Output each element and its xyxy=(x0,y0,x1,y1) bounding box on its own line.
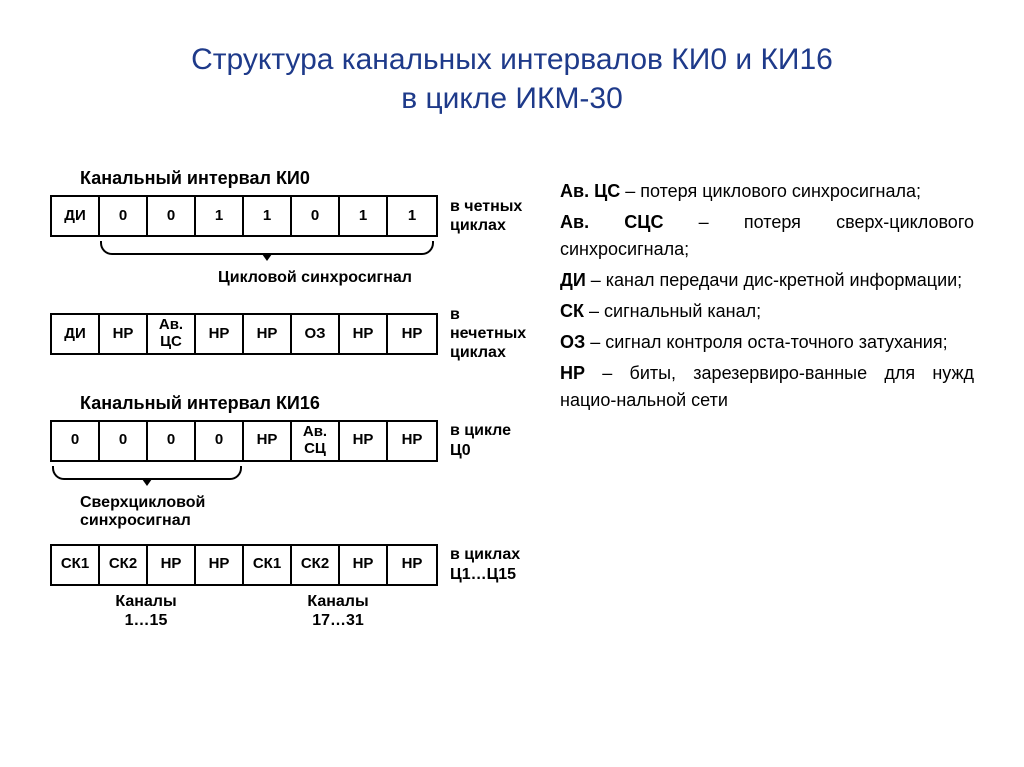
ki16-label: Канальный интервал КИ16 xyxy=(50,393,530,414)
legend-desc: – биты, зарезервиро-ванные для нужд наци… xyxy=(560,363,974,410)
bit-cell: 0 xyxy=(52,422,100,460)
bit-cell: НР xyxy=(340,422,388,460)
ki16-c0-row: 0000НРАв. СЦНРНР в цикле Ц0 xyxy=(50,420,530,462)
legend-item: НР – биты, зарезервиро-ванные для нужд н… xyxy=(560,360,974,414)
ki0-label: Канальный интервал КИ0 xyxy=(50,168,530,189)
ki16-brace-wrap xyxy=(50,466,530,494)
bit-cell: НР xyxy=(196,315,244,353)
bit-cell: Ав. СЦ xyxy=(292,422,340,460)
group1-label: Каналы 1…15 xyxy=(50,592,242,630)
legend-term: Ав. ЦС xyxy=(560,181,620,201)
ki16-cn-caption: в циклах Ц1…Ц15 xyxy=(450,545,520,583)
legend: Ав. ЦС – потеря циклового синхросигнала;… xyxy=(560,168,974,630)
ki0-odd-caption: в нечетных циклах xyxy=(450,305,530,363)
legend-term: НР xyxy=(560,363,585,383)
bit-cell: НР xyxy=(100,315,148,353)
bit-cell: СК2 xyxy=(100,546,148,584)
ki0-even-cells: ДИ0011011 xyxy=(50,195,438,237)
bit-cell: НР xyxy=(196,546,244,584)
ki16-bottom-labels: Каналы 1…15 Каналы 17…31 xyxy=(50,592,530,630)
group2-label: Каналы 17…31 xyxy=(242,592,434,630)
ki0-brace-wrap xyxy=(50,241,530,269)
legend-item: ОЗ – сигнал контроля оста-точного затуха… xyxy=(560,329,974,356)
bit-cell: НР xyxy=(388,315,436,353)
ki0-odd-cells: ДИНРАв. ЦСНРНРОЗНРНР xyxy=(50,313,438,355)
legend-desc: – сигнал контроля оста-точного затухания… xyxy=(585,332,947,352)
legend-desc: – потеря циклового синхросигнала; xyxy=(620,181,921,201)
page-title: Структура канальных интервалов КИ0 и КИ1… xyxy=(50,40,974,118)
bit-cell: Ав. ЦС xyxy=(148,315,196,353)
ki16-cn-row: СК1СК2НРНРСК1СК2НРНР в циклах Ц1…Ц15 xyxy=(50,544,530,586)
ki16-cn-cells: СК1СК2НРНРСК1СК2НРНР xyxy=(50,544,438,586)
bit-cell: 1 xyxy=(388,197,436,235)
ki16-c0-cells: 0000НРАв. СЦНРНР xyxy=(50,420,438,462)
bit-cell: НР xyxy=(340,315,388,353)
ki0-even-row: ДИ0011011 в четных циклах xyxy=(50,195,530,237)
bit-cell: НР xyxy=(148,546,196,584)
legend-item: Ав. ЦС – потеря циклового синхросигнала; xyxy=(560,178,974,205)
bit-cell: НР xyxy=(388,422,436,460)
bit-cell: 0 xyxy=(292,197,340,235)
bit-cell: 0 xyxy=(100,197,148,235)
bit-cell: ДИ xyxy=(52,197,100,235)
legend-term: ОЗ xyxy=(560,332,585,352)
title-line2: в цикле ИКМ-30 xyxy=(401,82,623,115)
legend-term: ДИ xyxy=(560,270,586,290)
ki0-brace-label: Цикловой синхросигнал xyxy=(50,269,530,287)
bit-cell: НР xyxy=(340,546,388,584)
bit-cell: НР xyxy=(244,315,292,353)
legend-desc: – канал передачи дис-кретной информации; xyxy=(586,270,962,290)
bit-cell: 0 xyxy=(148,197,196,235)
bit-cell: ОЗ xyxy=(292,315,340,353)
ki16-brace xyxy=(52,466,242,480)
ki0-brace xyxy=(100,241,434,255)
ki0-even-caption: в четных циклах xyxy=(450,197,522,235)
legend-item: СК – сигнальный канал; xyxy=(560,298,974,325)
bit-cell: ДИ xyxy=(52,315,100,353)
bit-cell: 1 xyxy=(340,197,388,235)
legend-term: Ав. СЦС xyxy=(560,212,663,232)
ki0-odd-row: ДИНРАв. ЦСНРНРОЗНРНР в нечетных циклах xyxy=(50,305,530,363)
bit-cell: 1 xyxy=(196,197,244,235)
content: Канальный интервал КИ0 ДИ0011011 в четны… xyxy=(50,168,974,630)
bit-cell: СК1 xyxy=(52,546,100,584)
diagrams-column: Канальный интервал КИ0 ДИ0011011 в четны… xyxy=(50,168,530,630)
legend-item: ДИ – канал передачи дис-кретной информац… xyxy=(560,267,974,294)
bit-cell: 0 xyxy=(196,422,244,460)
bit-cell: НР xyxy=(388,546,436,584)
bit-cell: СК1 xyxy=(244,546,292,584)
bit-cell: 0 xyxy=(148,422,196,460)
bit-cell: 1 xyxy=(244,197,292,235)
bit-cell: СК2 xyxy=(292,546,340,584)
ki16-brace-label: Сверхцикловой синхросигнал xyxy=(50,494,530,530)
bit-cell: 0 xyxy=(100,422,148,460)
legend-desc: – сигнальный канал; xyxy=(584,301,761,321)
bit-cell: НР xyxy=(244,422,292,460)
title-line1: Структура канальных интервалов КИ0 и КИ1… xyxy=(191,43,833,76)
legend-term: СК xyxy=(560,301,584,321)
legend-item: Ав. СЦС – потеря сверх-циклового синхрос… xyxy=(560,209,974,263)
ki16-c0-caption: в цикле Ц0 xyxy=(450,421,530,459)
